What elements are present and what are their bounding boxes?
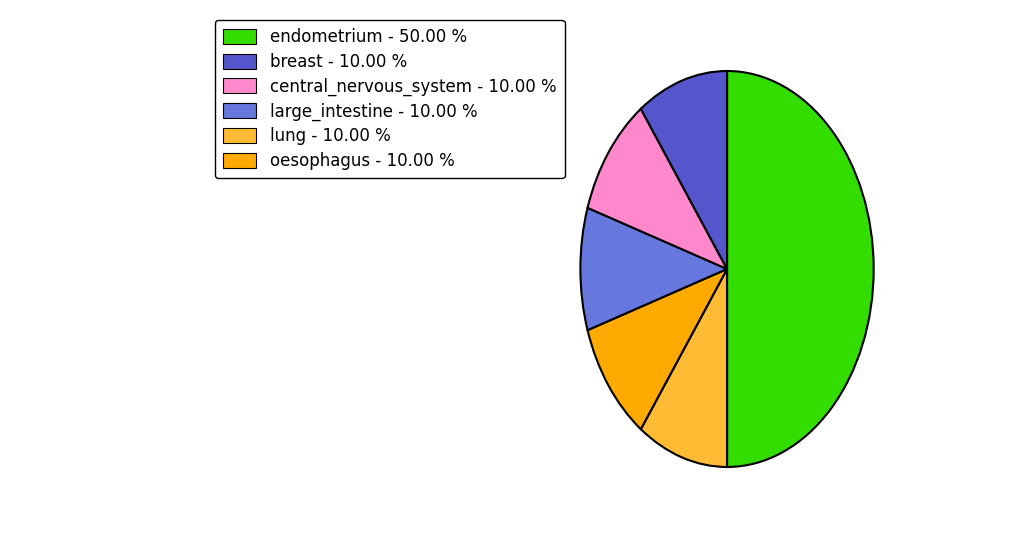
Wedge shape bbox=[641, 269, 727, 467]
Wedge shape bbox=[727, 71, 873, 467]
Wedge shape bbox=[581, 208, 727, 330]
Wedge shape bbox=[588, 269, 727, 429]
Legend: endometrium - 50.00 %, breast - 10.00 %, central_nervous_system - 10.00 %, large: endometrium - 50.00 %, breast - 10.00 %,… bbox=[215, 20, 564, 179]
Wedge shape bbox=[588, 109, 727, 269]
Wedge shape bbox=[641, 71, 727, 269]
